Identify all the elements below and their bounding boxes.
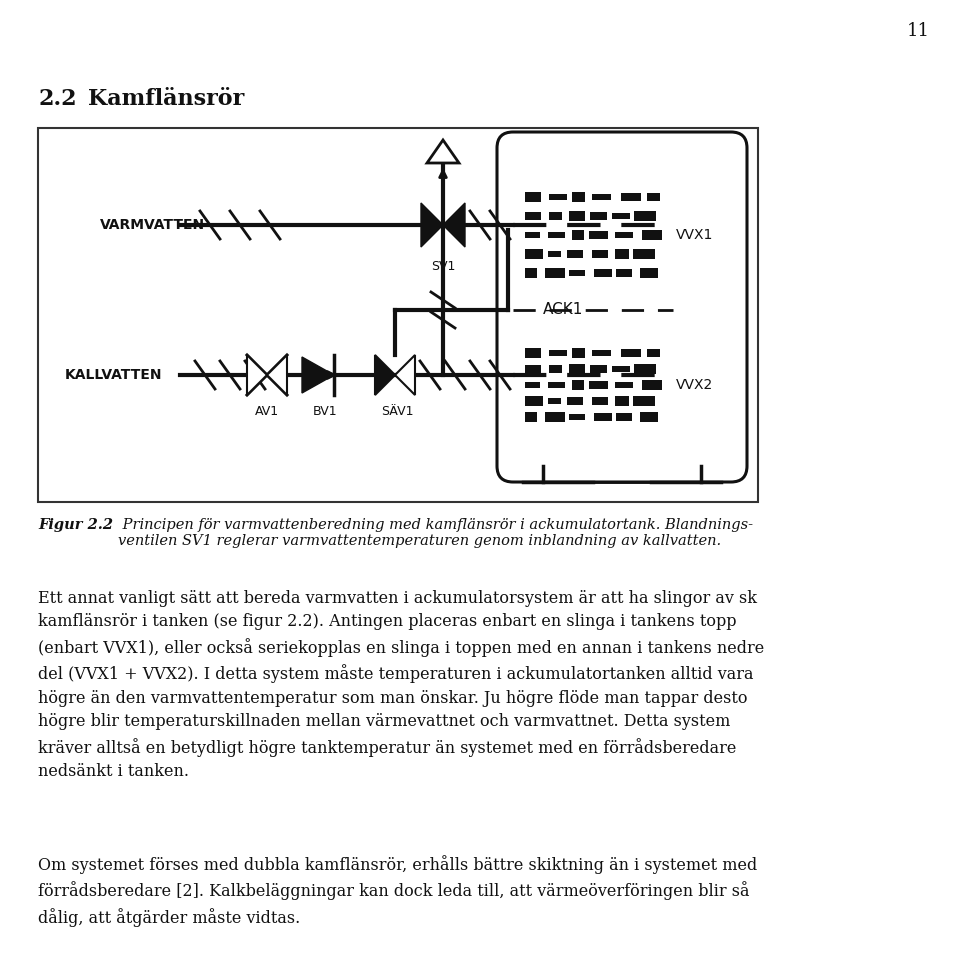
Bar [568,364,586,374]
Bar [525,348,540,359]
Bar [635,210,656,222]
Bar [592,194,612,201]
Polygon shape [443,203,465,247]
Bar [616,414,632,421]
Bar [647,349,660,357]
Polygon shape [395,355,415,395]
Text: Om systemet förses med dubbla kamflänsrör, erhålls bättre skiktning än i systeme: Om systemet förses med dubbla kamflänsrö… [38,855,757,926]
Bar [525,365,541,373]
Bar [525,268,537,278]
Polygon shape [427,140,459,163]
Text: Figur 2.2: Figur 2.2 [38,518,113,532]
FancyBboxPatch shape [497,132,747,482]
Text: VVX1: VVX1 [676,228,713,242]
Bar [549,365,563,373]
Bar [569,414,585,420]
Bar [545,268,564,278]
Bar [590,364,608,373]
Text: SV1: SV1 [431,260,455,273]
Text: SÄV1: SÄV1 [381,405,413,418]
Bar [592,251,608,257]
Bar [571,380,584,390]
Bar [525,231,540,238]
Text: 11: 11 [907,22,930,40]
Text: Principen för varmvattenberedning med kamflänsrör i ackumulatortank. Blandnings-: Principen för varmvattenberedning med ka… [118,518,754,549]
Bar [592,350,612,356]
Bar [640,268,659,279]
Text: VVX2: VVX2 [676,378,713,392]
Bar [545,412,564,422]
Bar [567,251,584,257]
Bar [548,382,564,388]
Bar [640,412,659,422]
Polygon shape [302,357,334,393]
Text: 2.2: 2.2 [38,88,77,110]
Text: AV1: AV1 [255,405,279,418]
Bar [525,382,540,388]
Bar [547,251,562,257]
Text: BV1: BV1 [313,405,337,418]
Text: Kamflänsrör: Kamflänsrör [88,88,244,110]
Bar [549,350,567,357]
Bar [567,397,584,405]
Bar [633,396,655,406]
Bar [548,231,564,238]
Bar [621,194,641,201]
Polygon shape [267,355,287,395]
Bar [38,128,758,502]
Bar [549,212,563,220]
Bar [547,398,562,404]
Bar [615,249,629,259]
Text: KALLVATTEN: KALLVATTEN [65,368,162,382]
Bar [616,269,632,277]
Bar [525,395,543,406]
Bar [615,231,633,238]
Bar [612,213,630,220]
Bar [572,348,585,359]
Bar [589,231,608,239]
Bar [594,414,612,421]
Polygon shape [421,203,443,247]
Bar [549,194,567,201]
Bar [572,192,585,202]
Polygon shape [375,355,395,395]
Bar [590,211,608,221]
Bar [525,412,537,422]
Bar [621,350,641,357]
Bar [525,249,543,259]
Bar [615,396,629,406]
Bar [525,192,540,202]
Text: VARMVATTEN: VARMVATTEN [100,218,205,232]
Bar [615,382,633,388]
Bar [571,229,584,240]
Bar [569,270,585,277]
Bar [592,397,608,405]
Bar [642,380,662,390]
Bar [594,269,612,277]
Bar [635,363,656,374]
Bar [647,193,660,201]
Bar [633,249,655,259]
Bar [642,229,662,240]
Bar [589,381,608,388]
Bar [612,365,630,372]
Text: Ett annat vanligt sätt att bereda varmvatten i ackumulatorsystem är att ha sling: Ett annat vanligt sätt att bereda varmva… [38,590,764,780]
Text: ACK1: ACK1 [542,303,583,317]
Polygon shape [247,355,267,395]
Bar [568,211,586,221]
Bar [525,212,541,220]
